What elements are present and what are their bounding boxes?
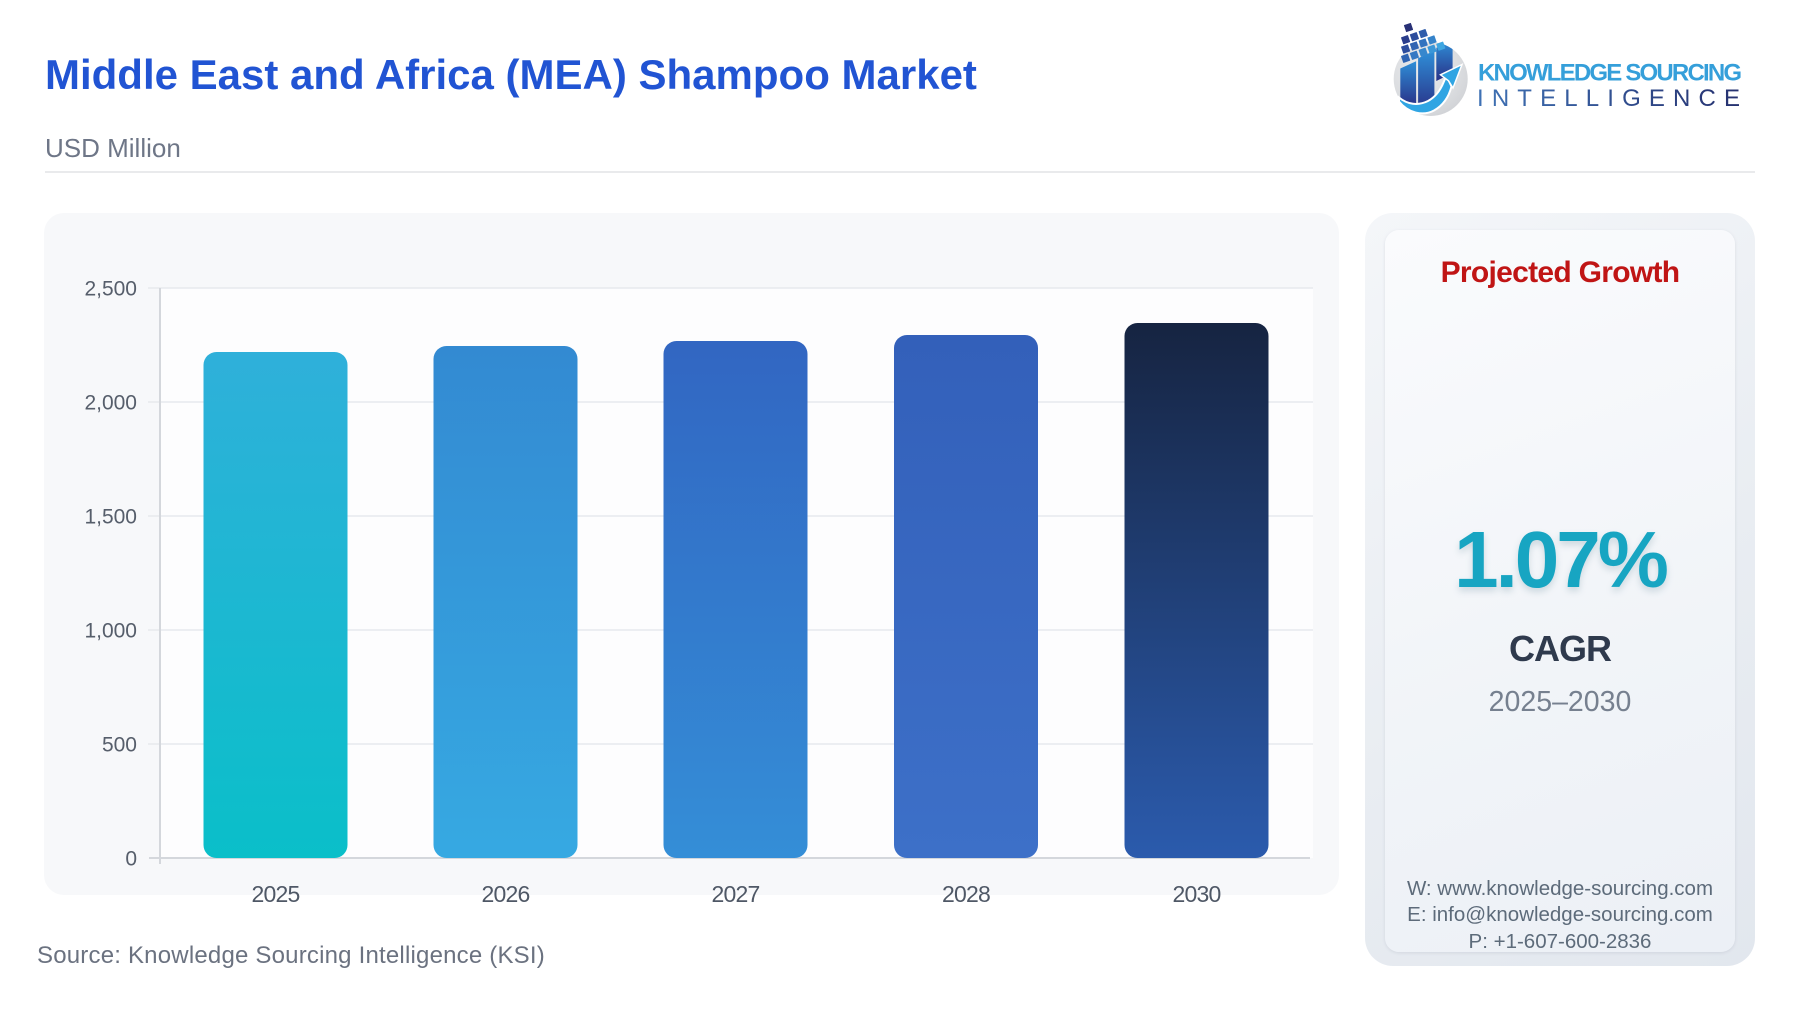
svg-text:1,000: 1,000: [84, 620, 137, 643]
svg-text:500: 500: [102, 734, 137, 757]
svg-text:INTELLIGENCE: INTELLIGENCE: [1477, 85, 1748, 112]
svg-text:KNOWLEDGE SOURCING: KNOWLEDGE SOURCING: [1478, 59, 1741, 86]
svg-text:0: 0: [125, 848, 137, 871]
svg-text:2027: 2027: [712, 881, 760, 907]
svg-text:2,000: 2,000: [84, 392, 137, 415]
svg-text:1,500: 1,500: [84, 506, 137, 529]
svg-text:2026: 2026: [482, 881, 530, 907]
svg-text:2,500: 2,500: [84, 278, 137, 301]
svg-text:2028: 2028: [942, 881, 990, 907]
svg-text:2025: 2025: [252, 881, 300, 907]
svg-text:2030: 2030: [1173, 881, 1221, 907]
